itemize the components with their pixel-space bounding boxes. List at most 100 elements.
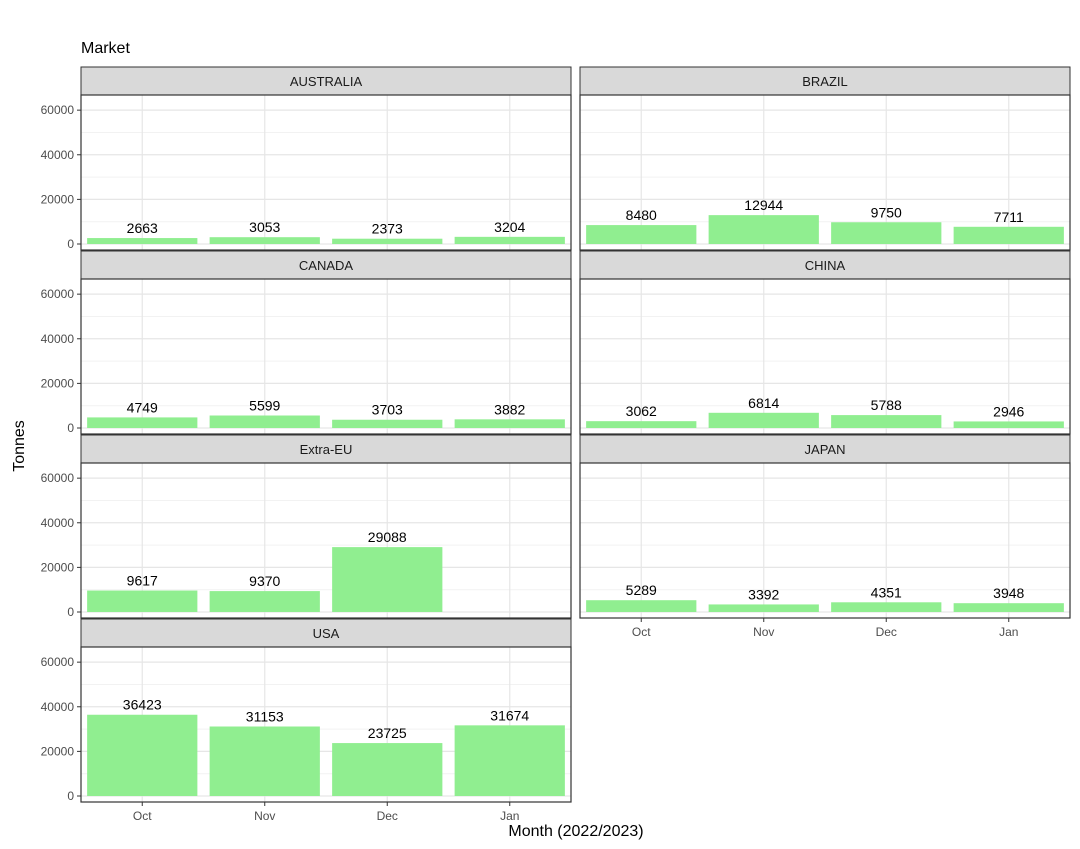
- panel-border: [579, 278, 1071, 435]
- bar-jan: [953, 603, 1064, 612]
- y-tick-label: 40000: [41, 700, 75, 714]
- y-tick-label: 60000: [41, 287, 75, 301]
- y-tick-label: 40000: [41, 332, 75, 346]
- data-label: 7711: [994, 209, 1024, 225]
- data-label: 3392: [748, 586, 779, 602]
- bar-jan: [454, 725, 565, 796]
- bar-dec: [831, 222, 942, 244]
- y-tick-label: 20000: [41, 744, 75, 758]
- data-label: 2373: [372, 221, 403, 237]
- x-tick-label: Nov: [753, 625, 774, 639]
- strip-label: AUSTRALIA: [290, 74, 363, 89]
- data-label: 31153: [246, 709, 284, 725]
- panels-group: AUSTRALIA 2663 3053 2373 3204 0 20000 40000 6000…: [41, 66, 1071, 823]
- data-label: 2663: [127, 220, 158, 236]
- y-tick-label: 60000: [41, 103, 75, 117]
- y-tick-label: 60000: [41, 655, 75, 669]
- bar-dec: [332, 419, 443, 428]
- data-label: 36423: [123, 697, 162, 713]
- panel-background: [580, 279, 1070, 434]
- x-tick-label: Oct: [133, 809, 152, 823]
- panel-canada: CANADA 4749 5599 3703 3882 0 20000 40000 60000: [41, 250, 572, 435]
- strip-label: JAPAN: [805, 442, 846, 457]
- data-label: 5599: [249, 398, 280, 414]
- x-tick-label: Oct: [632, 625, 651, 639]
- panel-border: [80, 94, 572, 251]
- bar-dec: [831, 602, 942, 612]
- panel-china: CHINA 3062 6814 5788 2946: [579, 250, 1071, 435]
- strip-background: [579, 250, 1071, 280]
- x-tick-label: Jan: [999, 625, 1018, 639]
- bar-dec: [332, 743, 443, 796]
- strip-label: CANADA: [299, 258, 354, 273]
- data-label: 4749: [127, 399, 158, 415]
- strip-label: CHINA: [805, 258, 846, 273]
- data-label: 5788: [871, 397, 902, 413]
- bar-jan: [454, 236, 565, 244]
- panel-border: [80, 462, 572, 619]
- bar-jan: [953, 226, 1064, 244]
- y-tick-label: 40000: [41, 148, 75, 162]
- panel-border: [579, 462, 1071, 619]
- bar-oct: [87, 714, 198, 796]
- y-tick-label: 40000: [41, 516, 75, 530]
- x-tick-label: Jan: [500, 809, 519, 823]
- y-tick-label: 20000: [41, 560, 75, 574]
- data-label: 4351: [871, 584, 902, 600]
- data-label: 3882: [494, 401, 525, 417]
- y-tick-label: 20000: [41, 192, 75, 206]
- bar-nov: [209, 726, 320, 796]
- bar-oct: [87, 238, 198, 244]
- data-label: 3053: [249, 219, 280, 235]
- data-label: 3204: [494, 219, 525, 235]
- bar-jan: [454, 419, 565, 428]
- panel-background: [580, 463, 1070, 618]
- data-label: 23725: [368, 725, 407, 741]
- y-axis-title: Tonnes: [11, 420, 28, 472]
- panel-australia: AUSTRALIA 2663 3053 2373 3204 0 20000 40000 6000…: [41, 66, 572, 251]
- x-tick-label: Nov: [254, 809, 275, 823]
- strip-label: USA: [313, 626, 340, 641]
- panel-background: [81, 95, 571, 250]
- panel-border: [80, 646, 572, 803]
- bar-oct: [87, 417, 198, 428]
- bar-nov: [708, 215, 819, 244]
- data-label: 3703: [372, 402, 403, 418]
- data-label: 6814: [748, 395, 779, 411]
- strip-background: [80, 250, 572, 280]
- data-label: 31674: [490, 707, 529, 723]
- strip-background: [80, 618, 572, 648]
- data-label: 3062: [626, 403, 657, 419]
- y-tick-label: 0: [67, 605, 74, 619]
- data-label: 9617: [127, 573, 158, 589]
- data-label: 2946: [993, 403, 1024, 419]
- panel-usa: USA 36423 31153 23725 31674 0 20000 40000 60000 O…: [41, 618, 572, 823]
- strip-background: [579, 66, 1071, 96]
- panel-border: [579, 94, 1071, 251]
- data-label: 9370: [249, 573, 280, 589]
- data-label: 3948: [993, 585, 1024, 601]
- data-label: 5289: [626, 582, 657, 598]
- y-tick-label: 0: [67, 789, 74, 803]
- data-label: 8480: [626, 207, 657, 223]
- x-axis-title: Month (2022/2023): [508, 823, 643, 840]
- bar-jan: [953, 421, 1064, 428]
- bar-dec: [332, 547, 443, 612]
- bar-nov: [209, 237, 320, 244]
- facet-title: Market: [81, 40, 130, 57]
- bar-nov: [708, 412, 819, 428]
- y-tick-label: 0: [67, 237, 74, 251]
- panel-extra-eu: Extra-EU 9617 9370 29088 0 20000 40000 60000: [41, 434, 572, 619]
- data-label: 9750: [871, 204, 902, 220]
- data-label: 29088: [368, 529, 407, 545]
- panel-japan: JAPAN 5289 3392 4351 3948 Oct Nov Dec Jan: [579, 434, 1071, 639]
- panel-background: [580, 95, 1070, 250]
- bar-nov: [209, 415, 320, 428]
- panel-border: [80, 278, 572, 435]
- bar-oct: [87, 590, 198, 612]
- y-tick-label: 60000: [41, 471, 75, 485]
- bar-nov: [209, 591, 320, 612]
- strip-background: [579, 434, 1071, 464]
- y-tick-label: 20000: [41, 376, 75, 390]
